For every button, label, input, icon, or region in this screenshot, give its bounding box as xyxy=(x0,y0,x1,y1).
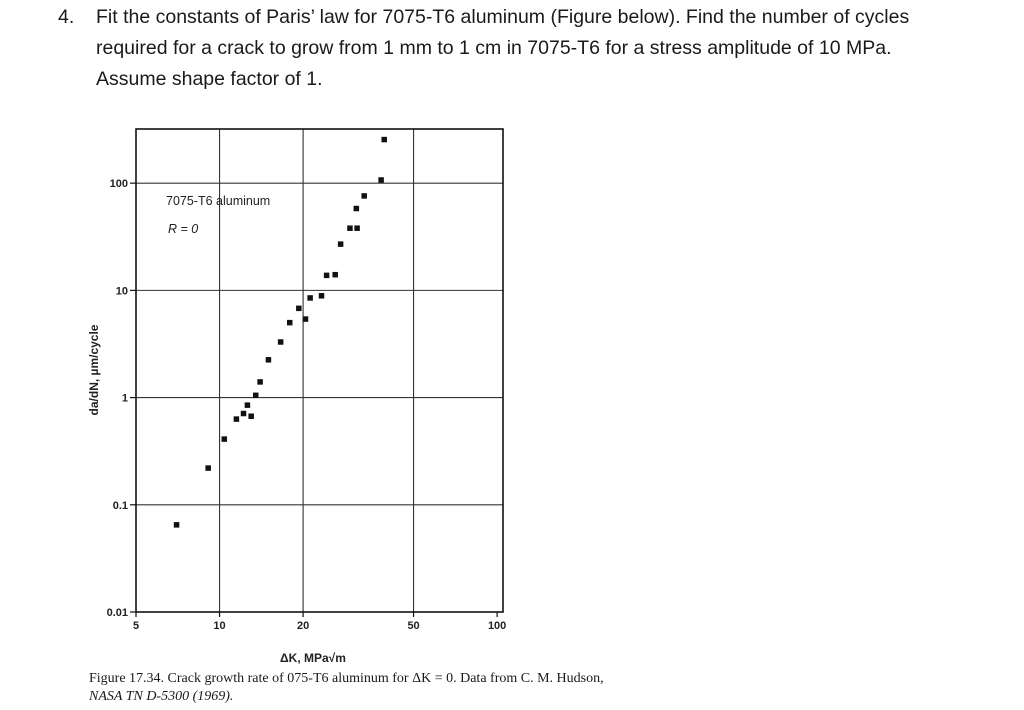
data-point xyxy=(337,241,344,247)
data-point xyxy=(205,465,211,471)
data-point xyxy=(296,305,302,312)
data-point xyxy=(354,225,360,231)
data-point xyxy=(318,293,325,299)
x-tick-label: 50 xyxy=(407,620,419,632)
y-tick-label: 100 xyxy=(110,178,128,190)
caption-line-1: Figure 17.34. Crack growth rate of 075-T… xyxy=(89,671,604,686)
x-tick-label: 100 xyxy=(488,620,506,632)
data-point xyxy=(265,357,272,363)
data-point xyxy=(302,316,309,322)
data-point xyxy=(252,392,259,399)
annotation-r-ratio: R = 0 xyxy=(168,222,198,236)
grid xyxy=(136,129,503,612)
data-point xyxy=(248,413,254,419)
data-point xyxy=(244,402,251,408)
data-point xyxy=(378,177,384,183)
data-points xyxy=(173,136,387,528)
x-tick-label: 10 xyxy=(213,620,225,632)
figure-caption: Figure 17.34. Crack growth rate of 075-T… xyxy=(89,670,989,706)
question-text: Fit the constants of Paris’ law for 7075… xyxy=(96,2,996,95)
data-point xyxy=(173,522,180,528)
axis-ticks: 0.01 0.1 1 10 100 5 10 20 50 100 xyxy=(107,178,507,632)
data-point xyxy=(361,193,367,199)
question-number: 4. xyxy=(58,6,75,28)
data-point xyxy=(240,410,247,417)
data-point xyxy=(286,319,293,326)
question-line-1: Fit the constants of Paris’ law for 7075… xyxy=(96,6,910,28)
x-tick-label: 20 xyxy=(297,620,309,632)
data-point xyxy=(257,379,263,385)
data-point xyxy=(277,339,284,345)
data-point xyxy=(323,272,330,279)
data-point xyxy=(347,225,353,231)
x-axis-label: ΔK, MPa√m xyxy=(280,651,346,665)
y-tick-label: 1 xyxy=(122,393,128,405)
x-tick-label: 5 xyxy=(133,620,139,632)
data-point xyxy=(353,205,360,212)
plot-frame xyxy=(135,128,504,613)
question-line-2: required for a crack to grow from 1 mm t… xyxy=(96,37,892,59)
question-line-3: Assume shape factor of 1. xyxy=(96,68,323,90)
caption-line-2: NASA TN D-5300 (1969). xyxy=(89,689,234,704)
y-axis-label: da/dN, µm/cycle xyxy=(87,324,101,415)
data-point xyxy=(332,271,338,278)
data-point xyxy=(221,436,228,442)
annotation-material: 7075-T6 aluminum xyxy=(166,194,270,208)
data-point xyxy=(307,295,313,301)
y-tick-label: 0.1 xyxy=(113,500,128,512)
y-tick-label: 10 xyxy=(116,285,128,297)
data-point xyxy=(233,416,240,422)
y-tick-label: 0.01 xyxy=(107,607,128,619)
data-point xyxy=(381,136,387,143)
